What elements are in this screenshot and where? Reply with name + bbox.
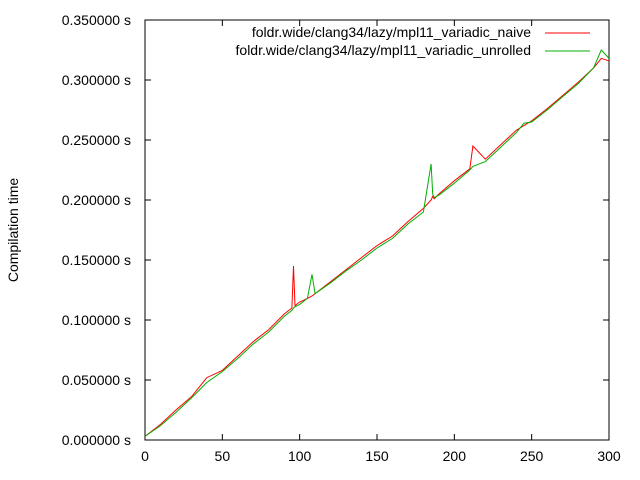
y-tick-label: 0.250000 s (62, 132, 131, 148)
legend-label-unrolled: foldr.wide/clang34/lazy/mpl11_variadic_u… (236, 42, 531, 58)
x-tick-label: 50 (215, 448, 231, 464)
legend: foldr.wide/clang34/lazy/mpl11_variadic_n… (236, 24, 590, 58)
series-line-0 (144, 57, 610, 437)
x-tick-label: 250 (520, 448, 544, 464)
y-tick-label: 0.000000 s (62, 432, 131, 448)
y-tick-label: 0.350000 s (62, 12, 131, 28)
series-line-1 (144, 49, 610, 437)
x-tick-label: 200 (443, 448, 467, 464)
x-axis: 0 50 100 150 200 250 300 (141, 20, 621, 464)
y-axis-title: Compilation time (5, 178, 21, 282)
series-lines (144, 49, 610, 437)
legend-label-naive: foldr.wide/clang34/lazy/mpl11_variadic_n… (252, 24, 531, 40)
y-tick-label: 0.200000 s (62, 192, 131, 208)
y-axis: 0.000000 s 0.050000 s 0.100000 s 0.150000 s… (62, 12, 609, 448)
y-tick-label: 0.150000 s (62, 252, 131, 268)
y-tick-label: 0.300000 s (62, 72, 131, 88)
y-tick-label: 0.100000 s (62, 312, 131, 328)
x-tick-label: 150 (365, 448, 389, 464)
x-tick-label: 0 (141, 448, 149, 464)
x-tick-label: 300 (597, 448, 621, 464)
x-tick-label: 100 (288, 448, 312, 464)
y-tick-label: 0.050000 s (62, 372, 131, 388)
